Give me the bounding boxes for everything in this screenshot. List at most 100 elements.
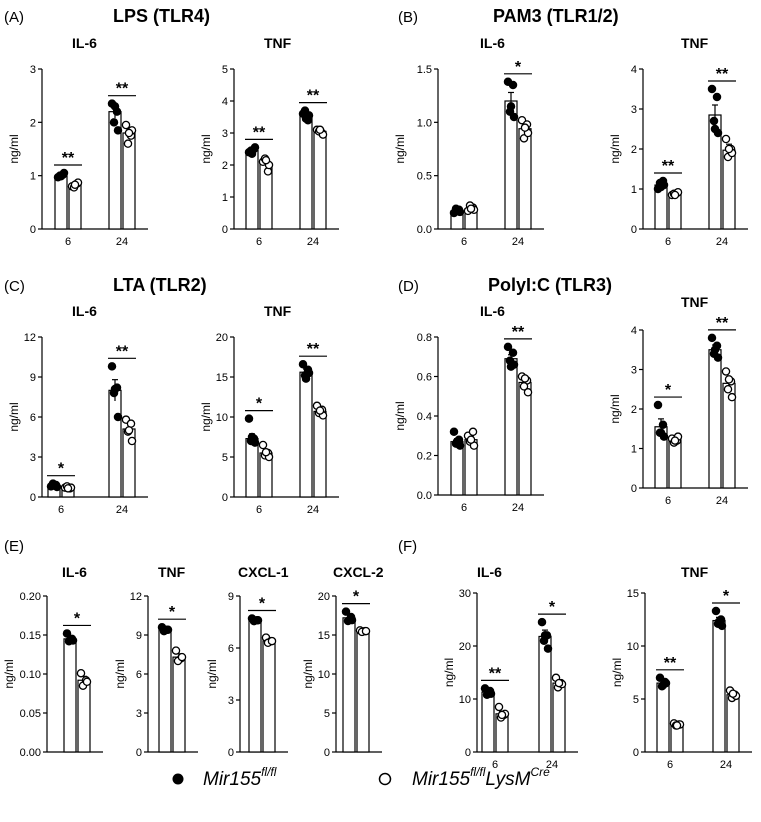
y-tick-label: 5 [324,708,330,720]
point-wt [244,414,254,423]
panel-label-c: (C) [4,278,25,295]
y-tick-label: 1.5 [417,64,432,76]
significance-mark: ** [512,324,525,341]
point-wt [714,617,724,626]
y-tick-label: 0 [30,224,36,236]
x-tick-label: 6 [665,495,671,507]
y-tick-label: 3 [228,695,234,707]
x-tick-label: 24 [546,759,558,771]
y-tick-label: 2 [631,404,637,416]
bar-wt [342,617,356,753]
point-ko [124,426,134,435]
point-wt [347,615,357,625]
bar-wt [708,349,722,489]
bar-ko [172,656,186,753]
x-tick-label: 6 [665,236,671,248]
point-wt [62,629,72,638]
point-ko [721,134,731,144]
point-wt [110,384,120,394]
significance-mark: * [256,396,263,413]
chart-b-il-6: IL-6 0.0 0.5 1.0 1.5 ng/ml 6 24 * [393,35,544,248]
bar-wt [245,438,259,498]
chart-title: IL-6 [72,303,97,319]
y-tick-label: 0 [228,747,234,759]
point-ko [554,678,564,688]
point-wt [113,126,123,135]
y-axis-label: ng/ml [199,402,213,431]
point-ko [723,384,733,394]
point-ko [670,436,680,445]
point-wt [506,102,516,111]
y-tick-label: 0.00 [20,747,41,759]
point-ko [267,636,277,646]
y-tick-label: 1 [631,184,637,196]
point-ko [724,375,734,384]
y-axis-label: ng/ml [7,402,21,431]
point-wt [113,412,123,422]
y-tick-label: 3 [30,452,36,464]
y-axis-label: ng/ml [393,134,407,163]
x-tick-label: 24 [116,504,128,516]
point-ko [258,440,268,450]
chart-title: TNF [158,564,186,580]
y-tick-label: 10 [627,641,639,653]
point-wt [452,206,462,216]
bar-wt [245,150,259,230]
y-axis-label: ng/ml [205,659,219,688]
bar-wt [481,691,495,753]
panel-label-d: (D) [398,278,419,295]
y-tick-label: 9 [136,630,142,642]
point-wt [712,92,722,102]
y-tick-label: 3 [136,708,142,720]
panel-title-b: PAM3 (TLR1/2) [493,6,619,26]
significance-mark: ** [716,315,729,332]
y-tick-label: 6 [30,412,36,424]
point-ko [124,128,134,138]
bar-ko [552,682,566,753]
y-tick-label: 3 [30,64,36,76]
point-ko [494,702,504,712]
point-wt [483,688,493,697]
point-wt [56,171,66,181]
y-tick-label: 0 [324,747,330,759]
significance-mark: ** [716,66,729,83]
point-wt [253,616,263,625]
point-wt [543,644,553,653]
point-wt [68,636,78,645]
point-wt [298,359,308,369]
point-wt [656,428,666,437]
chart-title: IL-6 [480,303,505,319]
point-ko [177,652,187,662]
point-ko [76,668,86,678]
y-tick-label: 0.10 [20,669,41,681]
x-tick-label: 24 [512,502,524,514]
y-tick-label: 5 [633,694,639,706]
bar-wt [504,358,518,496]
significance-mark: ** [307,88,320,105]
charts-group: IL-60123ng/ml6**24**TNF012345ng/ml6**24*… [2,35,752,771]
y-tick-label: 9 [30,372,36,384]
significance-mark: ** [116,81,129,98]
point-ko [261,155,271,165]
point-ko [520,123,530,132]
x-tick-label: 24 [720,759,732,771]
point-wt [540,631,550,640]
significance-mark: * [169,604,176,621]
y-tick-label: 1 [631,444,637,456]
point-wt [163,625,173,635]
panel-label-e: (E) [4,538,24,555]
point-ko [519,382,529,391]
y-tick-label: 15 [627,588,639,600]
bar-wt [158,629,172,753]
legend-wt-label: Mir155fl/fl [203,765,277,790]
x-tick-label: 24 [116,236,128,248]
y-tick-label: 12 [24,332,36,344]
y-tick-label: 0 [465,747,471,759]
y-axis-label: ng/ml [393,401,407,430]
bar-wt [63,638,77,753]
y-tick-label: 10 [318,669,330,681]
y-tick-label: 0 [633,747,639,759]
y-axis-label: ng/ml [113,659,127,688]
chart-d-tnf: TNF 0 1 2 3 4 ng/ml 6 * 24 ** [608,294,748,507]
